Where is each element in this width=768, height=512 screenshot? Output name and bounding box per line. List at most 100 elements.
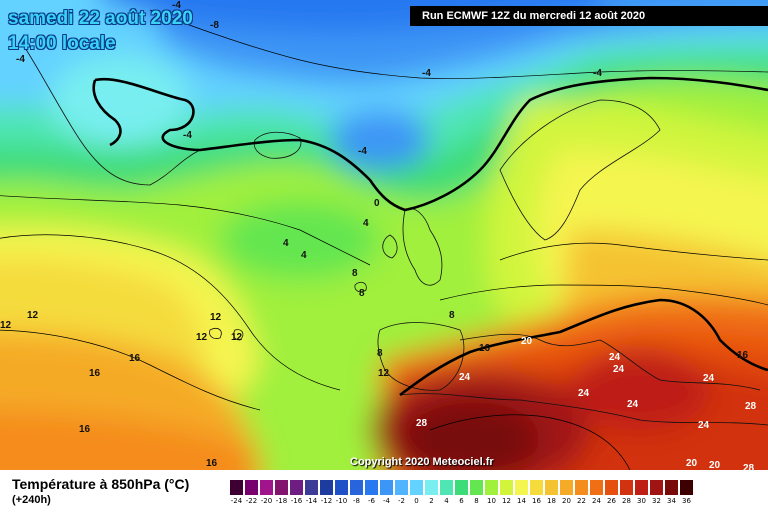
color-swatch xyxy=(575,480,588,495)
color-swatch xyxy=(350,480,363,495)
color-scale-tick: -22 xyxy=(245,497,258,505)
contour-labels: -8 -4 -4 -4 -4 -4 -4 0 4 4 4 8 8 8 8 12 … xyxy=(0,0,755,470)
color-scale-tick: 28 xyxy=(622,497,631,505)
label-20: 20 xyxy=(686,458,698,469)
label-8: 8 xyxy=(449,310,455,321)
label-minus4: -4 xyxy=(16,54,25,65)
mediterranean-coast xyxy=(459,333,761,391)
parameter-title: Température à 850hPa (°C) xyxy=(12,476,190,492)
color-swatch xyxy=(410,480,423,495)
british-isles-coast xyxy=(382,208,443,286)
color-scale-tick: 22 xyxy=(577,497,586,505)
color-swatch xyxy=(425,480,438,495)
greenland-coast xyxy=(19,39,201,186)
label-16: 16 xyxy=(79,424,91,435)
label-12: 12 xyxy=(0,320,12,331)
color-scale-tick: 6 xyxy=(459,497,464,505)
color-scale-tick: 16 xyxy=(532,497,541,505)
color-swatch xyxy=(665,480,678,495)
color-scale-tick: 20 xyxy=(562,497,571,505)
color-scale-tick: 4 xyxy=(444,497,449,505)
color-scale-tick: 8 xyxy=(474,497,479,505)
color-scale-tick: -6 xyxy=(368,497,375,505)
label-8: 8 xyxy=(352,268,358,279)
color-swatch xyxy=(275,480,288,495)
color-scale-tick: 34 xyxy=(667,497,676,505)
iberia-coast xyxy=(377,322,465,391)
color-scale-tick: 26 xyxy=(607,497,616,505)
canaries-islands xyxy=(209,328,244,341)
color-swatch xyxy=(380,480,393,495)
color-swatch xyxy=(560,480,573,495)
twenty-isotherm xyxy=(399,298,768,397)
color-scale-tick: 12 xyxy=(502,497,511,505)
label-8: 8 xyxy=(359,288,365,299)
label-16: 16 xyxy=(206,458,218,469)
label-minus4: -4 xyxy=(422,68,431,79)
label-24: 24 xyxy=(627,399,639,410)
color-swatch xyxy=(680,480,693,495)
label-minus4: -4 xyxy=(593,68,602,79)
color-swatch xyxy=(245,480,258,495)
label-12: 12 xyxy=(231,332,243,343)
label-minus4: -4 xyxy=(172,0,181,11)
label-8: 8 xyxy=(377,348,383,359)
label-zero: 0 xyxy=(374,198,380,209)
color-scale-tick: -16 xyxy=(290,497,303,505)
legend-footer: Température à 850hPa (°C) (+240h) -24 -22… xyxy=(0,470,768,512)
color-scale-tick: -4 xyxy=(383,497,390,505)
label-20: 20 xyxy=(709,460,721,470)
color-swatch xyxy=(335,480,348,495)
azores-islands xyxy=(354,281,367,293)
color-swatch xyxy=(590,480,603,495)
label-16: 16 xyxy=(479,343,491,354)
color-swatch xyxy=(635,480,648,495)
run-banner: Run ECMWF 12Z du mercredi 12 août 2020 xyxy=(410,6,768,26)
color-swatch xyxy=(650,480,663,495)
color-scale-tick: -12 xyxy=(320,497,333,505)
color-swatch xyxy=(290,480,303,495)
color-swatch xyxy=(605,480,618,495)
lead-time: (+240h) xyxy=(12,494,51,506)
label-24: 24 xyxy=(698,420,710,431)
color-scale-tick: -2 xyxy=(398,497,405,505)
color-scale-tick: 0 xyxy=(414,497,419,505)
color-swatch xyxy=(515,480,528,495)
color-swatch xyxy=(470,480,483,495)
label-24: 24 xyxy=(613,364,625,375)
label-minus8: -8 xyxy=(210,20,219,31)
color-swatch xyxy=(305,480,318,495)
label-24: 24 xyxy=(578,388,590,399)
color-scale-tick: 18 xyxy=(547,497,556,505)
label-20: 20 xyxy=(521,336,533,347)
color-scale-tick: 36 xyxy=(682,497,691,505)
color-scale-tick: -18 xyxy=(275,497,288,505)
color-scale-tick: -24 xyxy=(230,497,243,505)
label-4: 4 xyxy=(363,218,369,229)
north-africa-coast xyxy=(399,393,768,426)
iceland-coast xyxy=(253,131,302,159)
color-scale-tick: -14 xyxy=(305,497,318,505)
color-swatch xyxy=(320,480,333,495)
color-scale-tick: -8 xyxy=(353,497,360,505)
color-scale-tick: 32 xyxy=(652,497,661,505)
forecast-date: samedi 22 août 2020 xyxy=(8,8,193,29)
label-24: 24 xyxy=(609,352,621,363)
color-scale-tick: 14 xyxy=(517,497,526,505)
color-swatch xyxy=(500,480,513,495)
isotherms xyxy=(0,9,768,470)
temperature-map: -8 -4 -4 -4 -4 -4 -4 0 4 4 4 8 8 8 8 12 … xyxy=(0,0,768,470)
color-swatch xyxy=(455,480,468,495)
coastlines xyxy=(19,39,768,426)
scandinavia-coast xyxy=(499,99,661,241)
label-24: 24 xyxy=(459,372,471,383)
label-4: 4 xyxy=(283,238,289,249)
color-swatch xyxy=(230,480,243,495)
color-swatch xyxy=(620,480,633,495)
label-12: 12 xyxy=(210,312,222,323)
label-12: 12 xyxy=(378,368,390,379)
label-28: 28 xyxy=(743,463,755,470)
color-swatch xyxy=(530,480,543,495)
label-minus4: -4 xyxy=(358,146,367,157)
zero-isotherm xyxy=(94,76,768,212)
